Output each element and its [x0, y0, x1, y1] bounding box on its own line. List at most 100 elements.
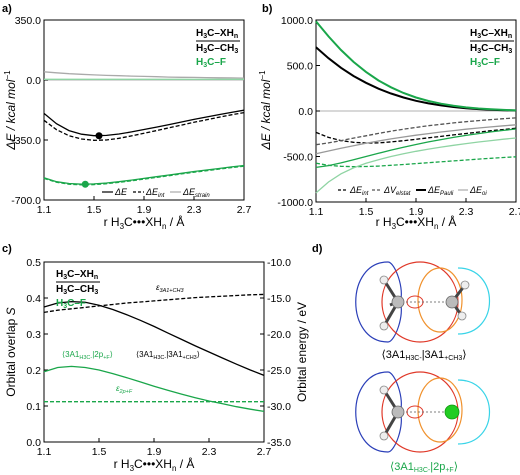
- minimum-marker: [95, 132, 103, 140]
- series-line: [43, 111, 245, 141]
- y2-tick-label: -25.0: [267, 365, 291, 377]
- panel-b-label: b): [262, 3, 273, 15]
- orbital-cyan-lobe: [457, 267, 490, 335]
- key-c-row2: H3C–CH3: [56, 284, 98, 296]
- y-tick-label: 500.0: [287, 61, 313, 73]
- legend-b-eoi: ΔEoi: [469, 185, 487, 197]
- carbon-atom: [391, 405, 405, 419]
- panel-a-label: a): [2, 3, 12, 15]
- panel-c-series: [43, 293, 265, 413]
- fluorine-atom: [444, 404, 460, 420]
- caption-top: ⟨3A1H3C-|3A1+CH3⟩: [381, 349, 466, 362]
- panel-c-key: H3C–XHn H3C–CH3 H3C–F: [56, 269, 100, 310]
- x-tick-label: 1.1: [37, 446, 52, 458]
- y2-tick-label: -35.0: [267, 437, 291, 449]
- x-tick-label: 2.3: [202, 446, 217, 458]
- panel-c-xlabel: r H3C•••XHn / Å: [114, 456, 195, 473]
- y-tick-label: 1000.0: [281, 15, 313, 27]
- y-tick-label: 0.4: [26, 293, 41, 305]
- x-tick-label: 2.7: [257, 446, 272, 458]
- series-line: [315, 156, 517, 168]
- series-line: [43, 109, 245, 137]
- panel-a-ticks: 1.1 1.5 1.9 2.3 2.7 350.0 0.0 -350.0 -700.0: [11, 15, 251, 216]
- y-tick-label: -350.0: [11, 135, 41, 147]
- panel-a-markers: [81, 132, 103, 188]
- series-line: [43, 293, 265, 314]
- series-line: [315, 124, 517, 155]
- key-a-row3: H3C–F: [196, 57, 226, 69]
- orbital-illustration-bottom: [355, 371, 490, 453]
- y-tick-label: 0.0: [298, 106, 313, 118]
- panel-c-y2label: Orbital energy / eV: [295, 302, 309, 402]
- panel-b-xlabel: r H3C•••XHn / Å: [376, 214, 457, 231]
- y2-tick-label: -20.0: [267, 329, 291, 341]
- hydrogen-atom: [379, 431, 389, 441]
- hydrogen-atom: [379, 385, 389, 395]
- annot-overlap-f: ⟨3A1H3C-|2p+F⟩: [62, 350, 113, 361]
- orbital-orange-lobe: [417, 377, 463, 443]
- panel-d-label: d): [312, 243, 323, 255]
- panel-b-plot: 1.1 1.5 1.9 2.3 2.7 1000.0 500.0 0.0 -500.0 -1000…: [277, 15, 520, 218]
- minimum-marker: [81, 180, 89, 188]
- y-tick-label: 0.1: [26, 401, 41, 413]
- y2-tick-label: -15.0: [267, 293, 291, 305]
- hydrogen-atom: [457, 311, 467, 321]
- y-tick-label: 0.5: [26, 257, 41, 269]
- key-a-row2: H3C–CH3: [196, 43, 238, 55]
- x-tick-label: 1.9: [137, 204, 152, 216]
- series-line: [315, 127, 517, 144]
- panel-c-ylabel: Orbital overlap S: [4, 307, 18, 396]
- panel-a-series: [43, 71, 245, 186]
- y-tick-label: -1000.0: [277, 197, 313, 209]
- x-tick-label: 1.1: [37, 204, 52, 216]
- legend-a-e: ΔE: [114, 187, 128, 197]
- y-tick-label: 0.3: [26, 329, 41, 341]
- series-line: [43, 365, 265, 413]
- x-tick-label: 1.9: [409, 206, 424, 218]
- panel-c-label: c): [2, 243, 12, 255]
- series-line: [315, 128, 517, 169]
- legend-b-velstat: ΔVelstat: [383, 185, 411, 197]
- key-c-row3: H3C–F: [56, 298, 86, 310]
- y-tick-label: -500.0: [283, 152, 313, 164]
- series-line: [43, 165, 245, 186]
- y-tick-label: 0.0: [26, 75, 41, 87]
- orbital-blue-lobe: [355, 371, 389, 453]
- series-line: [315, 117, 517, 146]
- panel-a-plot: 1.1 1.5 1.9 2.3 2.7 350.0 0.0 -350.0 -700.0: [11, 15, 251, 216]
- legend-a-estrain: ΔEstrain: [182, 187, 210, 199]
- hydrogen-atom: [379, 275, 389, 285]
- annot-eps-f: ε2p+F: [116, 384, 133, 395]
- y-tick-label: 0.2: [26, 365, 41, 377]
- panel-a-legend: ΔE ΔEint ΔEstrain: [102, 187, 210, 199]
- x-tick-label: 2.7: [237, 204, 252, 216]
- y-tick-label: -700.0: [11, 195, 41, 207]
- x-tick-label: 2.7: [509, 206, 520, 218]
- x-tick-label: 1.5: [92, 446, 107, 458]
- orbital-cyan-lobe: [457, 379, 490, 445]
- legend-a-eint: ΔEint: [145, 187, 165, 199]
- panel-b-series: [315, 20, 517, 194]
- panel-b-key: H3C–XHn H3C–CH3 H3C–F: [470, 28, 514, 69]
- x-tick-label: 1.9: [147, 446, 162, 458]
- panel-c-ticks: 1.1 1.5 1.9 2.3 2.7 0.5 0.4 0.3 0.2 0.1 0.0 -10.0 -1…: [26, 257, 291, 458]
- carbon-atom: [391, 295, 405, 309]
- x-tick-label: 1.5: [359, 206, 374, 218]
- panel-a-ylabel: ΔE / kcal mol−1: [3, 70, 18, 151]
- x-tick-label: 1.1: [309, 206, 324, 218]
- panel-a-xlabel: r H3C•••XHn / Å: [104, 214, 185, 231]
- y-tick-label: 350.0: [15, 15, 41, 27]
- y2-tick-label: -30.0: [267, 401, 291, 413]
- key-a-row1: H3C–XHn: [196, 28, 238, 40]
- key-b-row1: H3C–XHn: [470, 28, 512, 40]
- annot-overlap-ch3: ⟨3A1H3C-|3A1+CH3⟩: [136, 350, 200, 361]
- x-tick-label: 2.3: [459, 206, 474, 218]
- panel-c-annotations: ε3A1+CH3 ⟨3A1H3C-|2p+F⟩ ⟨3A1H3C-|3A1+CH3…: [62, 283, 200, 395]
- panel-b-ticks: 1.1 1.5 1.9 2.3 2.7 1000.0 500.0 0.0 -500.0 -1000…: [277, 15, 520, 218]
- panel-a-key: H3C–XHn H3C–CH3 H3C–F: [196, 28, 240, 69]
- hydrogen-atom: [379, 321, 389, 331]
- series-line: [43, 71, 245, 79]
- caption-bottom: ⟨3A1H3C-|2p+F⟩: [390, 461, 458, 474]
- orbital-blue-lobe: [355, 261, 389, 343]
